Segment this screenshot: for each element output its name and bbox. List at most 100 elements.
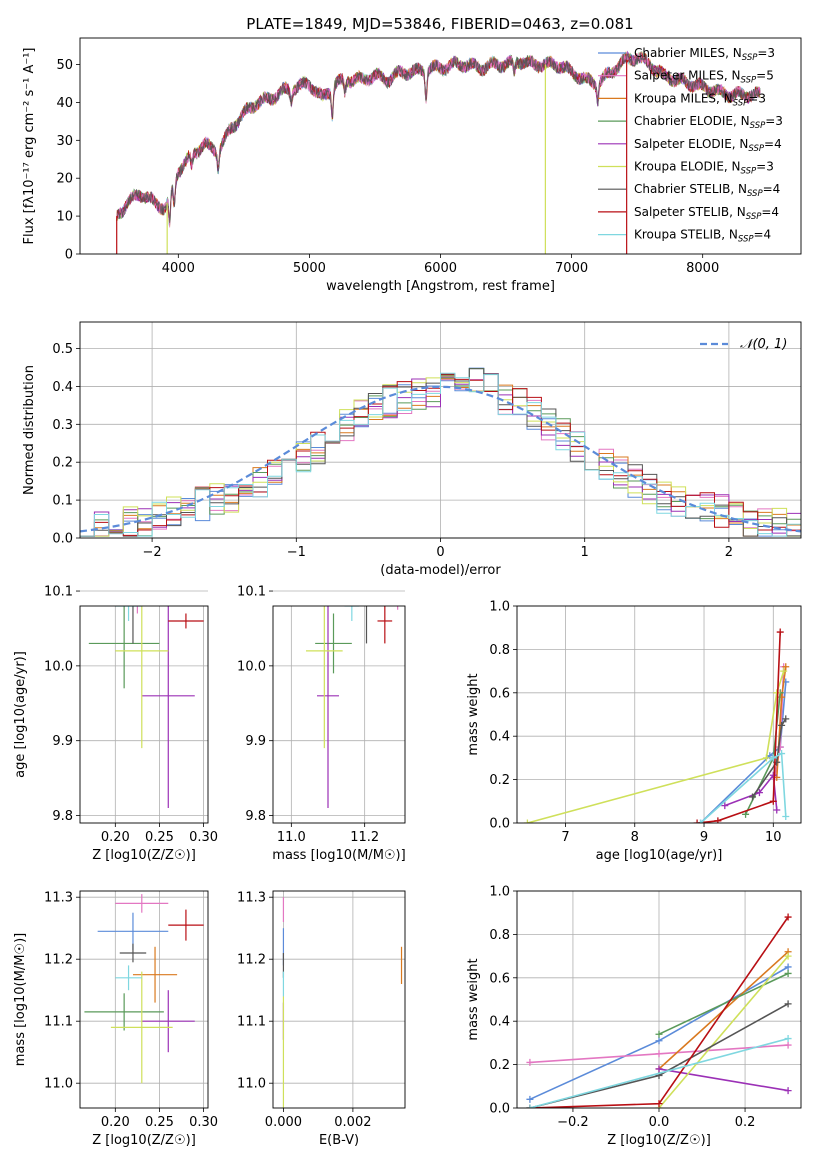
data-point — [523, 819, 531, 823]
data-point — [714, 817, 722, 823]
x-tick-label: 0.25 — [145, 830, 174, 845]
y-tick-label: 0.4 — [489, 730, 510, 745]
y-tick-label: 0.5 — [52, 342, 73, 357]
data-point — [773, 806, 781, 814]
data-point — [697, 819, 705, 823]
x-tick-label: 6000 — [424, 261, 457, 276]
data-point — [782, 812, 790, 820]
y-tick-label: 0.2 — [489, 1058, 510, 1073]
data-point — [784, 913, 792, 921]
series-line-kroupa-stelib — [529, 1037, 789, 1108]
x-tick-label: 0.000 — [265, 1115, 302, 1130]
data-point — [693, 819, 701, 823]
figure-title: PLATE=1849, MJD=53846, FIBERID=0463, z=0… — [246, 15, 633, 33]
data-point — [655, 1030, 663, 1038]
data-point — [782, 663, 790, 671]
series-line-chabrier-stelib — [751, 718, 787, 798]
legend-entry: Salpeter ELODIE, NSSP=4 — [634, 137, 782, 154]
data-point — [742, 810, 750, 818]
data-point — [655, 1037, 663, 1045]
x-tick-label: 8 — [631, 830, 639, 845]
data-point — [655, 1050, 663, 1058]
age-vs-Z-axes: 0.20 0.25 0.30 9.8 9.9 10.0 10.1 Z [log10(Z/Z☉)… — [13, 585, 218, 863]
y-tick-label: 0.6 — [489, 971, 510, 986]
data-point — [773, 689, 781, 697]
y-tick-label: 1.0 — [489, 885, 510, 900]
x-axis-label: Z [log10(Z/Z☉)] — [92, 1133, 196, 1148]
y-tick-label: 0.2 — [489, 773, 510, 788]
x-tick-label: 8000 — [686, 261, 719, 276]
plot-region — [88, 606, 204, 809]
series-line-salpeter-elodie — [724, 773, 778, 811]
plot-region — [526, 913, 792, 1108]
y-tick-label: 0 — [65, 248, 73, 263]
massweight-vs-Z-axes: −0.2 0.0 0.2 0.0 0.2 0.4 0.6 0.8 1.0 Z [log10(Z/Z… — [466, 885, 802, 1148]
axes-frame — [79, 605, 209, 824]
axes-frame — [79, 321, 802, 539]
series-line-salpeter-stelib — [697, 631, 781, 823]
x-tick-label: 11.0 — [277, 830, 306, 845]
plots-area: 4000 5000 6000 7000 800001020304050wavelengt… — [13, 37, 802, 1148]
y-tick-label: 9.8 — [52, 809, 73, 824]
y-tick-label: 0.4 — [489, 1015, 510, 1030]
y-tick-label: 0.2 — [52, 456, 73, 471]
legend-entry: Chabrier ELODIE, NSSP=3 — [634, 114, 783, 131]
y-tick-label: 10.0 — [44, 659, 73, 674]
axes-frame — [79, 37, 802, 255]
x-tick-label: 5000 — [293, 261, 326, 276]
y-tick-label: 0.4 — [52, 380, 73, 395]
plot-region — [84, 894, 204, 1084]
legend-entry: 𝒩(0, 1) — [740, 337, 787, 352]
axes-frame — [79, 890, 209, 1109]
data-point — [655, 1065, 663, 1073]
y-axis-label: Normed distribution — [22, 365, 37, 495]
x-axis-label: age [log10(age/yr)] — [596, 848, 723, 863]
series-line-kroupa-stelib — [700, 752, 787, 823]
plot-region — [306, 606, 399, 809]
x-axis-label: Z [log10(Z/Z☉)] — [607, 1133, 711, 1148]
y-tick-label: 11.1 — [237, 1015, 266, 1030]
x-tick-label: 1 — [581, 545, 589, 560]
x-axis-label: mass [log10(M/M☉)] — [272, 848, 405, 863]
data-point — [784, 1000, 792, 1008]
series-line-kroupa-elodie — [658, 955, 789, 1108]
data-point — [784, 969, 792, 977]
y-tick-label: 1.0 — [489, 600, 510, 615]
y-tick-label: 9.9 — [245, 734, 266, 749]
data-point — [778, 721, 786, 729]
data-point — [769, 754, 777, 762]
data-point — [769, 797, 777, 805]
y-tick-label: 50 — [56, 58, 73, 73]
data-point — [784, 1035, 792, 1043]
y-tick-label: 0.0 — [489, 817, 510, 832]
y-tick-label: 10 — [56, 210, 73, 225]
data-point — [749, 793, 757, 801]
y-tick-label: 40 — [56, 96, 73, 111]
x-tick-label: 0.2 — [735, 1115, 756, 1130]
axes-frame — [272, 890, 406, 1109]
y-tick-label: 11.2 — [237, 953, 266, 968]
spectrum-line-chabrier-stelib — [116, 52, 761, 223]
x-tick-label: 0.0 — [649, 1115, 670, 1130]
axes-frame — [272, 605, 406, 824]
y-tick-label: 11.0 — [237, 1077, 266, 1092]
axes-frame — [516, 890, 802, 1109]
y-axis-label: mass [log10(M/M☉)] — [13, 933, 28, 1066]
legend-entry: Salpeter STELIB, NSSP=4 — [634, 205, 779, 222]
plot-region — [282, 897, 403, 1108]
y-tick-label: 9.9 — [52, 734, 73, 749]
legend-entry: Salpeter MILES, NSSP=5 — [634, 69, 774, 86]
data-point — [784, 952, 792, 960]
mass-vs-ebv-axes: 0.000 0.002 11.0 11.1 11.2 11.3 E(B-V) — [237, 890, 406, 1148]
x-tick-label: 0.002 — [334, 1115, 371, 1130]
x-tick-label: 0.30 — [189, 1115, 218, 1130]
x-tick-label: −0.2 — [557, 1115, 589, 1130]
data-point — [784, 963, 792, 971]
data-point — [782, 715, 790, 723]
axes-frame — [516, 605, 802, 824]
age-vs-mass-axes: 11.0 11.2 9.8 9.9 10.0 10.1 mass [log10(M/M☉)] — [237, 585, 406, 863]
data-point — [762, 754, 770, 762]
y-axis-label: Flux [fλ10⁻¹⁷ erg cm⁻² s⁻¹ A⁻¹] — [22, 48, 37, 245]
x-tick-label: 0.30 — [189, 830, 218, 845]
